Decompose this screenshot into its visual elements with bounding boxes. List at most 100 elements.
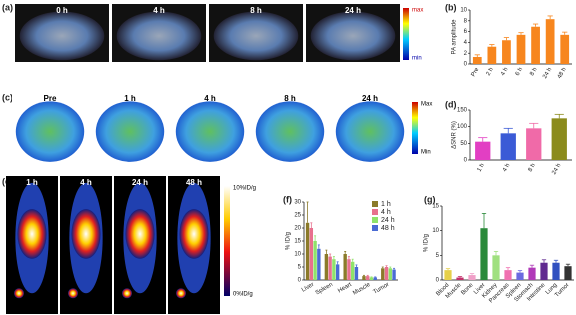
- y-tick-label: 15: [432, 204, 439, 210]
- colorbar: [412, 102, 418, 154]
- y-tick-label: 5: [436, 253, 440, 259]
- y-tick-label: 0: [464, 158, 468, 164]
- bar: [313, 241, 317, 280]
- bar: [328, 256, 332, 280]
- colorbar-label: Max: [421, 102, 432, 108]
- image-signal: [122, 288, 132, 299]
- panel-label: (f): [283, 194, 292, 204]
- colorbar-label: max: [412, 8, 423, 14]
- colorbar-label: Min: [421, 150, 431, 156]
- y-tick-label: 150: [457, 108, 468, 114]
- bar: [475, 141, 491, 160]
- image-signal: [95, 101, 165, 162]
- image-signal: [175, 101, 245, 162]
- x-tick-label: 24 h: [551, 163, 562, 176]
- y-tick-label: 6: [464, 29, 468, 35]
- bar: [354, 267, 359, 280]
- bar: [373, 277, 377, 280]
- bar: [545, 19, 555, 64]
- frame-label: 4 h: [80, 178, 92, 187]
- y-axis-label: ΔSNR (%): [452, 121, 458, 149]
- legend-label: 48 h: [381, 225, 395, 232]
- image-signal: [310, 11, 396, 61]
- frame-label: 8 h: [284, 94, 296, 103]
- bar: [347, 259, 351, 280]
- bar: [444, 270, 452, 280]
- frame-label: 48 h: [186, 178, 202, 187]
- y-tick-label: 15: [294, 239, 301, 245]
- bar: [500, 133, 516, 160]
- bar: [324, 254, 329, 280]
- bar: [468, 275, 476, 280]
- y-tick-label: 2: [464, 51, 468, 57]
- y-tick-label: 0: [298, 278, 302, 284]
- y-tick-label: 30: [294, 200, 301, 206]
- y-axis-label: % ID/g: [286, 232, 292, 250]
- bar: [564, 266, 572, 280]
- x-tick-label: Spleen: [315, 282, 334, 297]
- bar: [369, 277, 374, 280]
- image-signal: [19, 11, 105, 61]
- bar: [540, 262, 548, 280]
- x-tick-label: 24 h: [542, 67, 553, 80]
- bar: [317, 248, 321, 280]
- bar: [528, 267, 536, 280]
- frame-label: 24 h: [362, 94, 378, 103]
- y-tick-label: 10: [460, 8, 467, 14]
- bar: [309, 228, 314, 280]
- x-tick-label: 1 h: [476, 163, 485, 173]
- y-tick-label: 100: [457, 124, 468, 130]
- image-signal: [71, 209, 101, 259]
- bar: [381, 268, 385, 280]
- bar: [305, 222, 310, 280]
- bar: [492, 255, 500, 280]
- legend-swatch: [372, 225, 378, 231]
- bar: [516, 34, 526, 64]
- y-tick-label: 50: [460, 141, 467, 147]
- x-tick-label: 8 h: [527, 163, 536, 173]
- legend-label: 24 h: [381, 217, 395, 224]
- legend-label: 1 h: [381, 201, 391, 208]
- bar: [516, 272, 524, 280]
- frame-label: 1 h: [26, 178, 38, 187]
- image-signal: [14, 288, 24, 299]
- legend-swatch: [372, 209, 378, 215]
- frame-label: 4 h: [153, 6, 165, 15]
- bar: [335, 264, 340, 280]
- image-signal: [213, 11, 299, 61]
- image-signal: [176, 288, 186, 299]
- y-axis-label: PA amplitude: [452, 19, 458, 55]
- panel-label: (c): [2, 92, 13, 102]
- colorbar-label: 0%ID/g: [233, 292, 253, 298]
- y-tick-label: 10: [432, 228, 439, 234]
- image-signal: [116, 11, 202, 61]
- x-tick-label: Bone: [460, 282, 475, 297]
- colorbar-label: min: [412, 56, 422, 62]
- panel-label: (g): [424, 194, 436, 204]
- y-axis-label: % ID/g: [424, 234, 430, 252]
- panel-label: (a): [2, 2, 13, 12]
- x-tick-label: Heart: [337, 282, 353, 295]
- y-tick-label: 8: [464, 18, 468, 24]
- x-tick-label: Tumor: [373, 282, 391, 296]
- image-signal: [125, 209, 155, 259]
- bar: [551, 118, 567, 160]
- bar: [366, 276, 370, 280]
- frame-label: 24 h: [345, 6, 361, 15]
- x-tick-label: 6 h: [515, 67, 524, 77]
- bar: [343, 254, 347, 280]
- bar: [487, 46, 497, 64]
- x-tick-label: Muscle: [352, 282, 372, 297]
- y-tick-label: 0: [436, 278, 440, 284]
- bar: [351, 261, 355, 280]
- y-tick-label: 25: [294, 213, 301, 219]
- legend-swatch: [372, 201, 378, 207]
- x-tick-label: 48 h: [557, 67, 568, 80]
- image-signal: [17, 209, 47, 259]
- colorbar: [403, 8, 409, 60]
- bar: [384, 267, 389, 280]
- bar: [388, 268, 392, 280]
- frame-label: 1 h: [124, 94, 136, 103]
- x-tick-label: 8 h: [529, 67, 538, 77]
